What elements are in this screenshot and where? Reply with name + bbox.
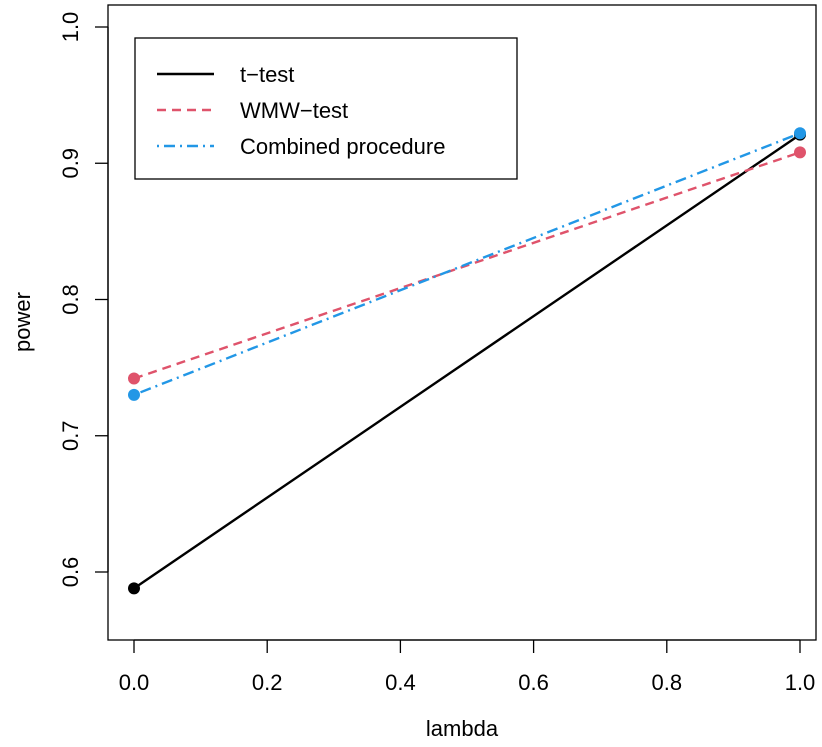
y-tick-label: 0.9 <box>58 148 83 179</box>
y-axis: 0.6 0.7 0.8 0.9 1.0 <box>58 12 109 588</box>
y-axis-title: power <box>10 292 35 352</box>
x-axis: 0.0 0.2 0.4 0.6 0.8 1.0 <box>119 639 816 695</box>
series-layer <box>128 127 806 595</box>
data-point <box>128 582 140 595</box>
x-axis-title: lambda <box>426 716 499 741</box>
legend-box <box>134 37 518 180</box>
x-tick-label: 0.2 <box>252 670 283 695</box>
y-tick-label: 0.8 <box>58 284 83 315</box>
x-tick-label: 0.0 <box>119 670 150 695</box>
x-tick-label: 0.8 <box>652 670 683 695</box>
data-point <box>128 372 140 385</box>
legend-label: Combined procedure <box>240 134 445 159</box>
x-tick-label: 0.4 <box>385 670 416 695</box>
x-tick-label: 1.0 <box>785 670 816 695</box>
y-tick-label: 0.6 <box>58 557 83 588</box>
x-tick-label: 0.6 <box>518 670 549 695</box>
legend-label: WMW−test <box>240 98 348 123</box>
series-line <box>133 132 801 396</box>
data-point <box>794 127 806 140</box>
legend: t−test WMW−test Combined procedure <box>134 37 518 180</box>
y-tick-label: 0.7 <box>58 420 83 451</box>
data-point <box>128 388 140 401</box>
data-point <box>794 146 806 159</box>
y-tick-label: 1.0 <box>58 12 83 43</box>
legend-label: t−test <box>240 62 294 87</box>
series-line <box>133 133 801 590</box>
series-line <box>133 151 801 380</box>
